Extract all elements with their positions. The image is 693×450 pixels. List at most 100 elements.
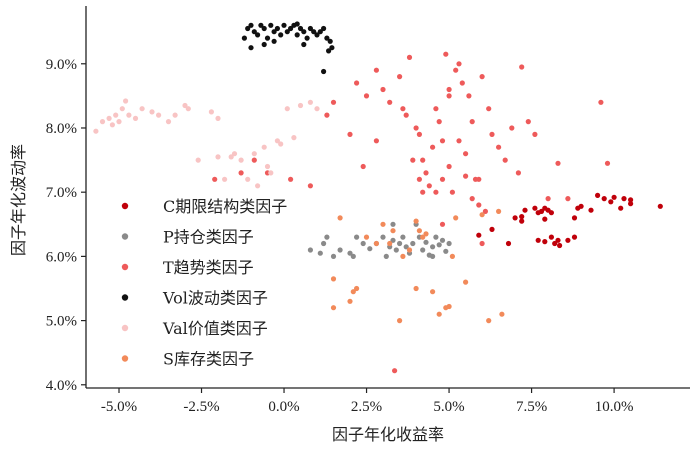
point-s2-21	[426, 183, 432, 189]
point-s4-19	[238, 157, 244, 163]
point-s5-1	[337, 215, 343, 221]
point-s2-54	[439, 221, 446, 227]
point-s2-23	[433, 106, 439, 112]
point-s0-24	[588, 207, 594, 213]
point-s4-6	[126, 112, 132, 118]
point-s4-37	[228, 154, 234, 160]
y-tick-label-4: 8.0%	[46, 121, 77, 137]
point-s2-61	[373, 138, 379, 144]
point-s1-5	[337, 247, 343, 253]
point-s4-24	[264, 163, 271, 170]
axes	[85, 6, 690, 389]
legend-label-3: Vol波动类因子	[162, 289, 268, 308]
point-s1-34	[430, 253, 436, 259]
point-s5-13	[420, 234, 426, 240]
point-s2-2	[251, 157, 257, 163]
point-s2-39	[486, 106, 492, 112]
point-s3-32	[271, 38, 277, 44]
point-s4-16	[215, 154, 221, 160]
point-s5-18	[446, 303, 452, 310]
point-s2-19	[420, 157, 426, 163]
point-s2-10	[363, 93, 370, 99]
x-tick-label-6: 10.0%	[595, 399, 634, 415]
point-s1-2	[321, 240, 327, 247]
point-s4-18	[231, 151, 238, 157]
point-s0-13	[548, 210, 555, 216]
point-s1-8	[360, 240, 366, 247]
point-s0-28	[611, 194, 617, 200]
point-s5-6	[380, 221, 386, 227]
point-s1-24	[423, 239, 429, 245]
point-s0-17	[552, 240, 558, 247]
point-s0-2	[505, 240, 512, 247]
point-s1-28	[436, 242, 442, 248]
point-s2-49	[555, 160, 561, 166]
point-s1-23	[420, 247, 426, 253]
point-s2-63	[416, 176, 422, 182]
point-s0-0	[476, 232, 482, 238]
point-s3-19	[304, 35, 310, 41]
legend-marker-2	[121, 263, 129, 271]
x-tick-label-2: 0.0%	[268, 399, 299, 415]
point-s5-2	[347, 298, 353, 304]
point-s3-27	[329, 45, 335, 51]
point-s2-16	[406, 54, 413, 61]
point-s1-17	[400, 234, 406, 240]
y-tick-label-3: 7.0%	[46, 185, 77, 201]
point-s0-31	[628, 197, 634, 203]
point-s1-31	[446, 240, 452, 247]
point-s0-6	[519, 218, 525, 224]
point-s5-9	[400, 253, 406, 259]
point-s0-9	[538, 208, 545, 214]
legend-label-2: T趋势类因子	[163, 258, 254, 277]
point-s5-22	[479, 212, 485, 218]
point-s1-11	[380, 234, 386, 240]
point-s1-20	[410, 240, 416, 247]
point-s5-10	[406, 247, 413, 253]
point-s3-29	[301, 41, 307, 48]
point-s2-37	[479, 74, 485, 80]
point-s2-44	[515, 170, 522, 176]
point-s5-4	[363, 234, 370, 240]
point-s2-33	[466, 93, 472, 99]
point-s3-4	[255, 32, 261, 38]
point-s2-53	[392, 368, 398, 374]
point-s5-27	[387, 240, 393, 247]
point-s2-13	[387, 99, 393, 105]
point-s0-29	[618, 205, 624, 211]
point-s4-30	[297, 102, 304, 109]
point-s2-45	[519, 64, 525, 70]
point-s5-16	[436, 311, 442, 317]
point-s5-7	[390, 228, 396, 234]
point-s0-27	[608, 199, 614, 205]
point-s2-58	[433, 189, 439, 195]
point-s0-7	[532, 205, 538, 211]
point-s3-33	[321, 68, 327, 75]
point-s1-14	[390, 237, 396, 243]
point-s2-6	[324, 112, 330, 118]
point-s5-15	[430, 289, 436, 295]
point-s2-9	[354, 80, 360, 86]
point-s3-26	[327, 38, 333, 44]
point-s1-1	[317, 250, 323, 256]
point-s5-5	[373, 240, 379, 247]
point-s4-21	[251, 151, 257, 157]
point-s1-29	[439, 237, 446, 243]
point-s2-38	[482, 208, 488, 214]
point-s0-15	[542, 239, 548, 245]
point-s4-5	[119, 106, 125, 112]
point-s2-11	[373, 67, 379, 73]
point-s5-14	[423, 231, 429, 237]
point-s0-25	[595, 192, 601, 198]
point-s4-11	[165, 119, 172, 125]
point-s1-18	[403, 244, 409, 250]
point-s3-8	[268, 22, 274, 28]
point-s0-19	[557, 242, 563, 249]
x-tick-label-3: 2.5%	[351, 399, 382, 415]
point-s1-12	[383, 253, 389, 259]
point-s4-1	[99, 119, 106, 125]
point-s5-11	[413, 285, 419, 292]
point-s3-21	[311, 29, 317, 35]
point-s5-21	[463, 279, 469, 285]
point-s2-40	[489, 131, 495, 137]
